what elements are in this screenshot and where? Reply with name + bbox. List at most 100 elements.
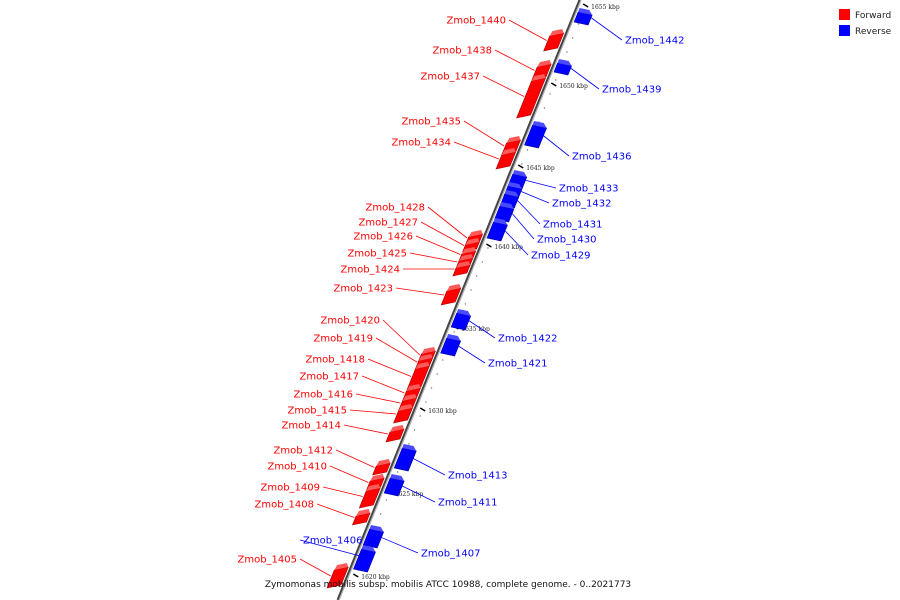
gene-leader-line [427, 206, 468, 239]
gene-leader-line [508, 19, 547, 41]
gene-label[interactable]: Zmob_1417 [299, 372, 359, 383]
gene-label[interactable]: Zmob_1425 [347, 249, 407, 260]
gene-leader-line [375, 337, 418, 363]
gene-bevel [506, 136, 521, 143]
gene-label[interactable]: Zmob_1413 [448, 471, 508, 482]
genes-group [326, 8, 593, 589]
gene-label[interactable]: Zmob_1423 [333, 284, 393, 295]
gene-label[interactable]: Zmob_1405 [237, 555, 297, 566]
gene-label[interactable]: Zmob_1414 [281, 421, 341, 432]
gene-leader-line [542, 134, 570, 157]
scale-minor-tick [481, 261, 484, 263]
gene-bevel [507, 182, 522, 189]
gene-leader-line [322, 486, 363, 497]
gene-leader-line [524, 179, 557, 189]
gene-label[interactable]: Zmob_1439 [602, 85, 662, 96]
gene-label[interactable]: Zmob_1406 [303, 536, 363, 547]
gene-label[interactable]: Zmob_1431 [543, 220, 603, 231]
gene-label[interactable]: Zmob_1409 [260, 483, 320, 494]
scale-minor-tick [521, 163, 523, 165]
reverse-gene-glyph [573, 11, 593, 26]
gene-leader-line [409, 252, 458, 263]
gene-label[interactable]: Zmob_1412 [273, 446, 333, 457]
gene-bevel [418, 354, 433, 361]
gene-leader-line [401, 485, 436, 503]
gene-label[interactable]: Zmob_1416 [293, 390, 353, 401]
gene-bevel [456, 261, 471, 268]
gene-leader-line [457, 345, 486, 364]
gene-label[interactable]: Zmob_1420 [320, 316, 380, 327]
gene-label[interactable]: Zmob_1419 [313, 334, 373, 345]
gene-bevel [461, 247, 476, 254]
gene-label[interactable]: Zmob_1415 [287, 406, 347, 417]
gene-bevel [578, 8, 593, 15]
gene-bevel [531, 74, 546, 81]
reverse-gene-glyph [524, 124, 547, 149]
scale-minor-tick [408, 443, 410, 445]
gene-bevel [504, 190, 519, 197]
gene-label[interactable]: Zmob_1438 [432, 46, 492, 57]
scale-minor-tick [577, 23, 580, 25]
gene-label[interactable]: Zmob_1418 [305, 355, 365, 366]
scale-tick-label: 1640 kbp [494, 244, 523, 251]
gene-label[interactable]: Zmob_1426 [353, 232, 413, 243]
scale-tick-label: 1635 kbp [461, 326, 490, 333]
gene-leader-line [299, 539, 372, 560]
gene-bevel [366, 484, 381, 491]
gene-leader-line [420, 221, 465, 246]
gene-label[interactable]: Zmob_1421 [488, 359, 548, 370]
gene-bevel [406, 384, 421, 391]
scale-minor-tick [413, 429, 416, 431]
gene-bevel [557, 59, 572, 66]
gene-label[interactable]: Zmob_1436 [572, 152, 632, 163]
scale-minor-tick [470, 289, 472, 291]
gene-bevel [402, 394, 417, 401]
gene-bevel [501, 148, 516, 155]
gene-label[interactable]: Zmob_1410 [267, 462, 327, 473]
scale-minor-tick [453, 331, 455, 333]
gene-leader-line [467, 319, 496, 339]
gene-label[interactable]: Zmob_1411 [438, 498, 498, 509]
gene-leader-line [349, 409, 397, 415]
gene-leader-line [361, 375, 405, 394]
gene-leader-line [316, 503, 355, 518]
gene-label[interactable]: Zmob_1433 [559, 184, 619, 195]
gene-leader-line [355, 393, 401, 404]
gene-leader-line [510, 212, 535, 240]
gene-bevel [376, 459, 391, 466]
gene-bevel [415, 362, 430, 369]
gene-bevel [369, 525, 384, 532]
gene-bevel [356, 509, 371, 516]
gene-label[interactable]: Zmob_1440 [446, 16, 506, 27]
gene-label[interactable]: Zmob_1430 [537, 235, 597, 246]
gene-label[interactable]: Zmob_1407 [421, 549, 481, 560]
forward-gene-glyph [516, 77, 547, 119]
gene-leader-line [395, 287, 445, 296]
scale-minor-tick [396, 471, 399, 473]
gene-label[interactable]: Zmob_1432 [552, 199, 612, 210]
scale-minor-tick [543, 107, 546, 109]
scale-minor-tick [379, 513, 382, 515]
gene-bevel [446, 334, 461, 341]
scale-tick [550, 82, 557, 87]
gene-label[interactable]: Zmob_1434 [391, 138, 451, 149]
gene-label[interactable]: Zmob_1422 [498, 334, 558, 345]
gene-label[interactable]: Zmob_1429 [531, 251, 591, 262]
gene-bevel [465, 238, 480, 245]
scale-minor-tick [566, 51, 568, 53]
scale-tick-label: 1655 kbp [591, 4, 620, 11]
gene-label[interactable]: Zmob_1424 [340, 265, 400, 276]
gene-label[interactable]: Zmob_1435 [401, 117, 461, 128]
gene-leader-line [367, 358, 412, 377]
gene-label[interactable]: Zmob_1427 [358, 218, 418, 229]
gene-bevel [421, 347, 436, 354]
scale-tick [517, 164, 524, 169]
scale-tick [352, 573, 359, 578]
gene-bevel [456, 309, 471, 316]
gene-label[interactable]: Zmob_1442 [625, 36, 685, 47]
gene-label[interactable]: Zmob_1408 [254, 500, 314, 511]
scale-tick [485, 243, 492, 248]
gene-label[interactable]: Zmob_1428 [365, 203, 425, 214]
gene-label[interactable]: Zmob_1437 [420, 72, 480, 83]
